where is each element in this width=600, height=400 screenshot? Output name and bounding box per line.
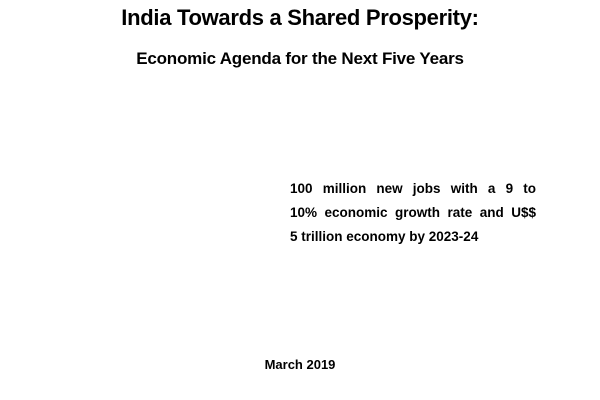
summary-line-2: 10% economic growth rate and U$$ xyxy=(290,205,536,220)
summary-line-3: 5 trillion economy by 2023-24 xyxy=(290,229,479,244)
document-subtitle: Economic Agenda for the Next Five Years xyxy=(136,49,464,68)
summary-line-1: 100 million new jobs with a 9 to xyxy=(290,181,536,196)
document-title: India Towards a Shared Prosperity: xyxy=(121,5,479,30)
publication-date: March 2019 xyxy=(264,357,336,372)
summary-block: 100 million new jobs with a 9 to 10% eco… xyxy=(290,177,536,249)
